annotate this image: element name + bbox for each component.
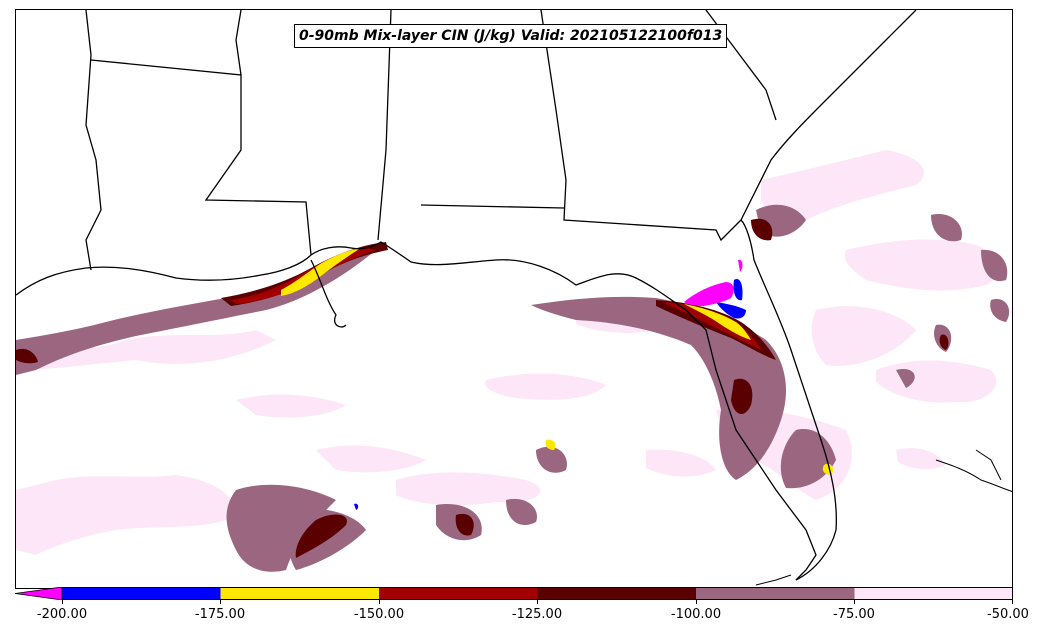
- colorbar-bin-lightpink: [854, 587, 1013, 600]
- colorbar-tick-label: -175.00: [194, 607, 246, 622]
- map-title: 0-90mb Mix-layer CIN (J/kg) Valid: 20210…: [294, 24, 728, 48]
- cin-map: [16, 10, 1012, 586]
- colorbar-bin-mauve: [696, 587, 855, 600]
- colorbar-tick: [854, 600, 855, 604]
- colorbar-tick-label: -150.00: [353, 607, 405, 622]
- cin-shading-magenta: [684, 259, 743, 306]
- colorbar-tick-label: -200.00: [36, 607, 88, 622]
- colorbar-tick: [62, 600, 63, 604]
- colorbar-tick-label: -100.00: [670, 607, 722, 622]
- colorbar-bin-darkred: [537, 587, 696, 600]
- colorbar-tick-label: -125.00: [511, 607, 563, 622]
- colorbar-bin-yellow: [220, 587, 379, 600]
- map-boundaries: [16, 10, 1012, 586]
- colorbar: [15, 587, 1013, 600]
- colorbar-tick: [696, 600, 697, 604]
- map-panel: 0-90mb Mix-layer CIN (J/kg) Valid: 20210…: [15, 9, 1013, 589]
- colorbar-extend-triangle: [15, 587, 63, 600]
- colorbar-tick-label: -75.00: [833, 607, 875, 622]
- cin-shading-blue: [354, 279, 746, 510]
- colorbar-bin-red: [379, 587, 538, 600]
- colorbar-tick: [220, 600, 221, 604]
- colorbar-tick: [1012, 600, 1013, 604]
- colorbar-tick: [537, 600, 538, 604]
- colorbar-tick-label: -50.00: [987, 607, 1029, 622]
- colorbar-bin-blue: [62, 587, 221, 600]
- colorbar-tick: [379, 600, 380, 604]
